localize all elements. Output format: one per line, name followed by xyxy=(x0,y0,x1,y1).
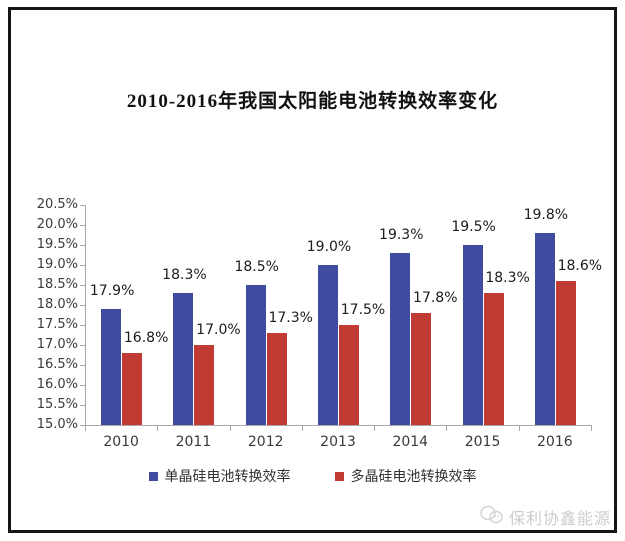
y-axis-tick xyxy=(80,225,85,226)
y-axis-tick xyxy=(80,245,85,246)
x-axis-line xyxy=(85,425,592,426)
bar-poly-2016 xyxy=(555,281,576,425)
x-axis-label-2012: 2012 xyxy=(247,434,284,450)
bar-mono-2010 xyxy=(101,309,122,425)
bar-poly-2013 xyxy=(339,325,359,425)
x-axis-tick xyxy=(157,426,159,431)
legend-label-poly: 多晶硅电池转换效率 xyxy=(350,469,477,485)
x-axis-tick xyxy=(518,426,520,431)
y-axis-label: 15.0% xyxy=(36,417,78,432)
legend-item-poly: 多晶硅电池转换效率 xyxy=(334,466,477,486)
x-axis-label-2010: 2010 xyxy=(103,434,139,450)
legend-swatch-mono-blue xyxy=(148,471,158,481)
watermark: 保利协鑫能源 xyxy=(479,505,611,529)
data-label-mono-2011: 18.3% xyxy=(162,267,207,283)
legend-item-mono: 单晶硅电池转换效率 xyxy=(148,466,291,486)
y-axis-tick xyxy=(80,285,85,286)
y-axis-tick xyxy=(80,345,85,346)
y-axis-tick xyxy=(80,385,85,386)
data-label-poly-2013: 17.5% xyxy=(340,302,386,318)
legend-label-mono: 单晶硅电池转换效率 xyxy=(164,469,291,485)
bar-mono-2016 xyxy=(534,233,555,425)
chart-title: 2010-2016年我国太阳能电池转换效率变化 xyxy=(126,91,499,112)
data-label-poly-2015: 18.3% xyxy=(485,270,530,286)
y-axis-label: 20.0% xyxy=(36,217,78,232)
y-axis-tick xyxy=(80,405,85,406)
bar-mono-2013 xyxy=(318,265,338,425)
bar-mono-2015 xyxy=(462,245,483,425)
y-axis-label: 16.0% xyxy=(36,377,78,392)
bar-poly-2015 xyxy=(483,293,504,425)
x-axis-label-2014: 2014 xyxy=(392,434,429,450)
data-label-poly-2011: 17.0% xyxy=(196,322,241,338)
data-label-mono-2014: 19.3% xyxy=(379,227,424,243)
bar-mono-2011 xyxy=(173,293,194,425)
y-axis-tick xyxy=(80,265,85,266)
x-axis-tick xyxy=(301,426,303,431)
legend-swatch-poly-red xyxy=(334,471,344,481)
x-axis-tick xyxy=(85,426,86,431)
y-axis-label: 19.5% xyxy=(36,237,78,252)
data-label-poly-2012: 17.3% xyxy=(268,310,313,326)
y-axis-tick xyxy=(80,425,85,426)
y-axis-label: 16.5% xyxy=(36,357,78,372)
bar-mono-2014 xyxy=(390,253,411,425)
y-axis-tick xyxy=(80,305,85,306)
y-axis-label: 20.5% xyxy=(36,197,78,212)
x-axis-label-2013: 2013 xyxy=(320,434,356,450)
y-axis-tick xyxy=(80,325,85,326)
data-label-mono-2016: 19.8% xyxy=(523,207,569,223)
data-label-mono-2010: 17.9% xyxy=(89,283,135,299)
y-axis-label: 18.0% xyxy=(36,297,78,312)
chart-legend: 单晶硅电池转换效率 多晶硅电池转换效率 xyxy=(0,466,625,486)
x-axis-label-2011: 2011 xyxy=(175,434,212,450)
image-border-frame xyxy=(8,7,617,533)
data-label-mono-2012: 18.5% xyxy=(234,259,279,275)
x-axis-tick xyxy=(229,426,231,431)
y-axis-label: 19.0% xyxy=(36,257,78,272)
y-axis-tick xyxy=(80,365,85,366)
y-axis-label: 17.0% xyxy=(36,337,78,352)
bar-poly-2011 xyxy=(194,345,215,425)
x-axis-tick xyxy=(591,426,592,431)
x-axis-label-2016: 2016 xyxy=(537,434,573,450)
data-label-poly-2014: 17.8% xyxy=(413,290,458,306)
y-axis-label: 15.5% xyxy=(36,397,78,412)
y-axis-line xyxy=(85,205,86,425)
bar-poly-2010 xyxy=(122,353,143,425)
data-label-mono-2013: 19.0% xyxy=(306,239,352,255)
x-axis-tick xyxy=(446,426,448,431)
watermark-logo-icon xyxy=(479,505,505,529)
data-label-poly-2016: 18.6% xyxy=(557,258,603,274)
x-axis-tick xyxy=(374,426,376,431)
bar-mono-2012 xyxy=(245,285,266,425)
y-axis-label: 17.5% xyxy=(36,317,78,332)
bar-poly-2012 xyxy=(266,333,287,425)
data-label-mono-2015: 19.5% xyxy=(451,219,496,235)
x-axis-label-2015: 2015 xyxy=(464,434,501,450)
y-axis-tick xyxy=(80,205,85,206)
data-label-poly-2010: 16.8% xyxy=(123,330,169,346)
y-axis-label: 18.5% xyxy=(36,277,78,292)
watermark-text: 保利协鑫能源 xyxy=(508,509,611,528)
bar-poly-2014 xyxy=(411,313,432,425)
